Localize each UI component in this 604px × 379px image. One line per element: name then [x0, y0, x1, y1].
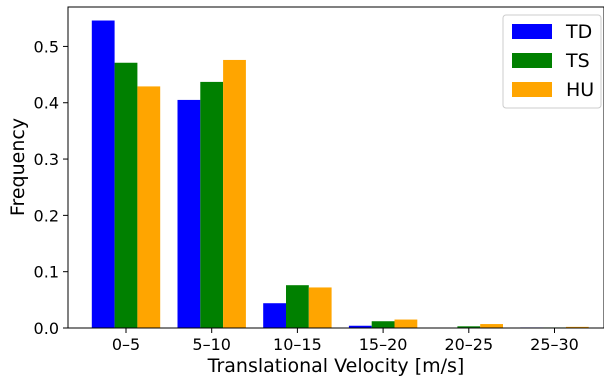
bar-hu-5	[565, 326, 589, 328]
y-tick-label: 0.4	[34, 94, 59, 113]
bar-hu-1	[223, 59, 246, 328]
legend-label-td: TD	[565, 21, 592, 43]
bar-td-0	[91, 20, 115, 329]
bar-ts-3	[371, 321, 395, 328]
bar-td-3	[348, 325, 372, 328]
bar-hu-0	[137, 86, 161, 328]
y-tick-label: 0.3	[34, 150, 59, 169]
legend: TD TS HU	[502, 14, 602, 109]
y-tick-label: 0.2	[34, 206, 59, 225]
y-tick-label: 0.5	[34, 37, 59, 56]
x-tick-label: 20–25	[444, 335, 493, 354]
legend-swatch-hu	[512, 82, 552, 97]
bar-hu-2	[308, 287, 332, 328]
x-tick-label: 0–5	[112, 335, 140, 354]
x-axis: 0–5 5–10 10–15 15–20 20–25 25–30	[112, 328, 579, 354]
y-axis: 0.0 0.1 0.2 0.3 0.4 0.5	[34, 37, 68, 338]
x-tick-label: 25–30	[530, 335, 579, 354]
y-tick-label: 0.1	[34, 263, 59, 282]
bar-ts-1	[200, 81, 224, 329]
y-tick-label: 0.0	[34, 319, 59, 338]
legend-swatch-td	[512, 24, 552, 39]
x-tick-label: 10–15	[273, 335, 322, 354]
x-tick-label: 15–20	[359, 335, 408, 354]
bar-hu-3	[394, 319, 418, 328]
x-axis-title: Translational Velocity [m/s]	[207, 355, 465, 377]
bar-ts-4	[457, 326, 481, 328]
legend-swatch-ts	[512, 53, 552, 68]
y-axis-title: Frequency	[7, 118, 29, 216]
bar-td-2	[263, 303, 286, 328]
bar-td-1	[177, 99, 201, 328]
legend-label-ts: TS	[565, 50, 590, 72]
x-tick-label: 5–10	[192, 335, 231, 354]
bars-group	[91, 20, 589, 329]
legend-label-hu: HU	[566, 79, 594, 101]
bar-ts-2	[286, 285, 309, 328]
bar-hu-4	[480, 324, 503, 328]
plot-frame	[67, 6, 604, 329]
bar-ts-0	[114, 62, 138, 328]
